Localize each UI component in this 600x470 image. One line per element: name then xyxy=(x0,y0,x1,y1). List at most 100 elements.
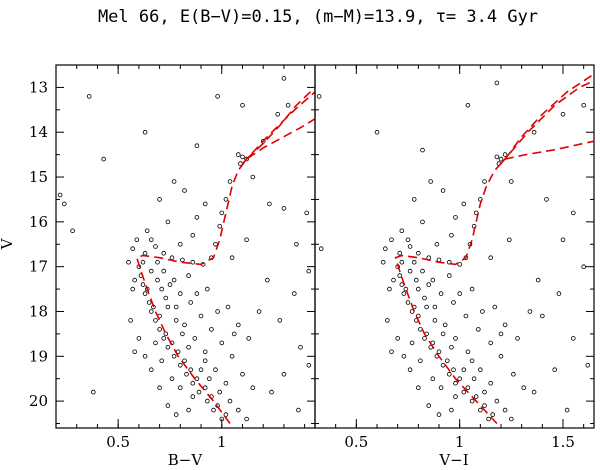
star-point xyxy=(527,309,533,314)
star-point xyxy=(165,219,171,225)
star-point xyxy=(382,246,388,252)
star-point xyxy=(482,403,487,408)
star-point xyxy=(142,353,148,359)
star-point xyxy=(449,344,454,350)
y-tick-label: 16 xyxy=(29,213,48,231)
star-point xyxy=(167,282,173,287)
vi-x-tick-label: 1.5 xyxy=(551,433,575,451)
panel-v-i-x-ticks: 0.5 1 1.5 xyxy=(314,65,585,451)
star-point xyxy=(277,318,283,323)
star-point xyxy=(281,206,287,211)
star-point xyxy=(457,376,463,382)
star-point xyxy=(130,246,136,252)
star-point xyxy=(171,353,177,359)
star-point xyxy=(395,336,401,341)
star-point xyxy=(157,385,162,391)
star-point xyxy=(453,215,458,220)
star-point xyxy=(173,318,179,323)
star-point xyxy=(240,371,245,377)
star-point xyxy=(511,371,516,377)
star-point xyxy=(585,362,591,368)
star-point xyxy=(163,295,169,301)
star-point xyxy=(229,255,235,261)
star-point xyxy=(219,210,225,216)
star-point xyxy=(318,246,324,252)
star-point xyxy=(202,349,208,355)
star-point xyxy=(149,268,154,274)
star-point xyxy=(556,291,562,296)
star-point xyxy=(161,268,167,274)
star-point xyxy=(316,94,322,99)
star-point xyxy=(461,389,467,395)
star-point xyxy=(157,197,162,202)
star-point xyxy=(169,255,175,261)
panel-v-i-isochrones xyxy=(394,73,594,425)
star-point xyxy=(194,215,200,220)
star-point xyxy=(453,394,458,399)
star-point xyxy=(171,277,177,283)
isochrone-rgb-line xyxy=(500,79,594,165)
star-point xyxy=(205,398,210,404)
star-point xyxy=(281,371,287,377)
star-point xyxy=(146,300,152,305)
star-point xyxy=(397,250,403,256)
star-point xyxy=(157,327,162,332)
star-point xyxy=(173,412,179,417)
star-point xyxy=(198,367,204,373)
panel-b-v-isochrones xyxy=(135,86,315,424)
star-point xyxy=(264,277,270,283)
star-point xyxy=(490,412,496,417)
star-point xyxy=(494,398,500,404)
star-point xyxy=(581,103,586,108)
star-point xyxy=(91,389,96,395)
star-point xyxy=(531,389,537,395)
star-point xyxy=(531,129,537,135)
star-point xyxy=(223,197,229,202)
star-point xyxy=(213,367,218,373)
star-point xyxy=(190,394,196,399)
star-point xyxy=(153,340,158,346)
star-point xyxy=(453,380,458,386)
panel-b-v-y-ticks: 13 14 15 16 17 18 19 20 xyxy=(29,78,315,425)
star-point xyxy=(159,358,165,364)
star-point xyxy=(126,259,131,265)
star-point xyxy=(62,201,67,207)
star-point xyxy=(477,367,483,373)
star-point xyxy=(244,237,249,243)
star-point xyxy=(440,331,446,337)
star-point xyxy=(465,103,471,108)
star-point xyxy=(384,318,390,323)
star-point xyxy=(463,313,469,319)
star-point xyxy=(304,210,310,216)
star-point xyxy=(449,233,454,238)
star-point xyxy=(502,407,508,413)
star-point xyxy=(451,367,456,373)
star-point xyxy=(169,376,175,382)
star-point xyxy=(488,255,494,261)
star-point xyxy=(298,344,303,350)
star-point xyxy=(130,286,136,292)
star-point xyxy=(186,407,191,413)
star-point xyxy=(461,367,467,373)
chart-title: Mel 66, E(B−V)=0.15, (m−M)=13.9, τ= 3.4 … xyxy=(98,7,538,27)
star-point xyxy=(492,304,498,310)
star-point xyxy=(184,371,189,377)
star-point xyxy=(178,362,183,368)
star-point xyxy=(209,327,214,332)
vi-x-tick-label: 1 xyxy=(455,433,465,451)
star-point xyxy=(132,349,138,355)
star-point xyxy=(552,367,557,373)
star-point xyxy=(422,295,427,301)
star-point xyxy=(409,340,415,346)
panel-v-i-x-label: V−I xyxy=(438,451,468,469)
star-point xyxy=(142,291,148,296)
star-point xyxy=(405,300,411,305)
star-point xyxy=(387,286,392,292)
star-point xyxy=(227,398,233,404)
star-point xyxy=(539,313,545,319)
star-point xyxy=(581,264,586,270)
star-point xyxy=(420,268,425,274)
star-point xyxy=(411,197,417,202)
star-point xyxy=(236,322,241,328)
star-point xyxy=(140,282,146,287)
